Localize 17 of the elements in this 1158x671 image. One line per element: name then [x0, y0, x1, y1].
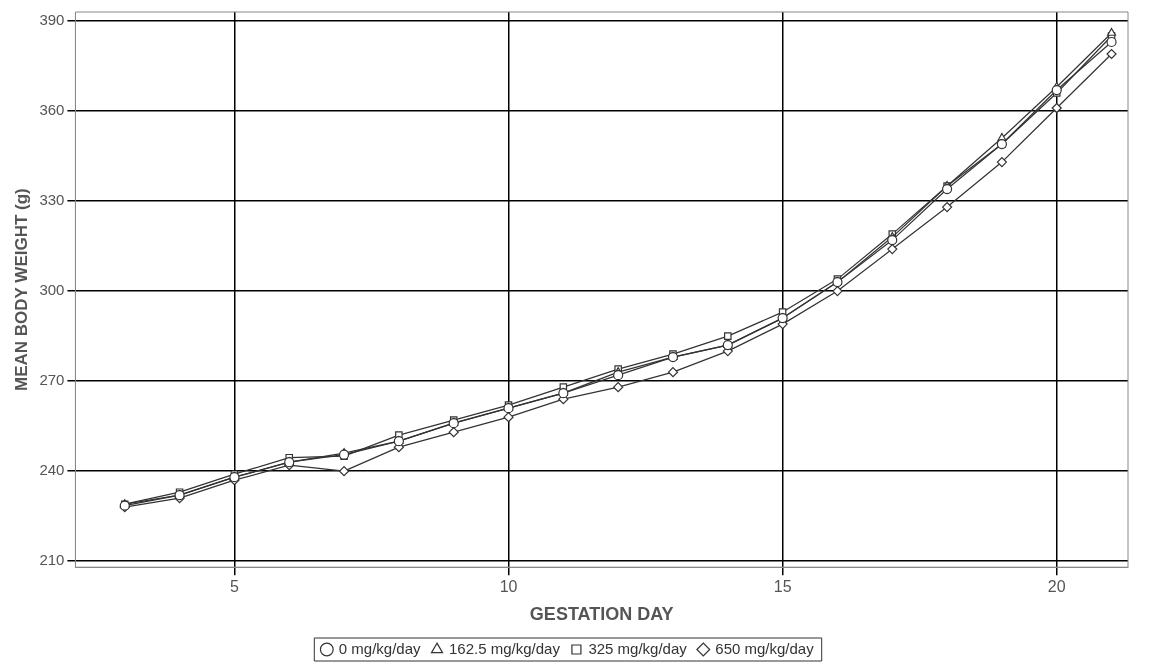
x-tick-label: 15	[773, 578, 792, 596]
x-tick-label: 20	[1047, 578, 1066, 596]
y-tick-label: 300	[39, 281, 65, 299]
y-tick-label: 240	[39, 461, 65, 479]
y-tick-label: 330	[39, 191, 65, 209]
legend-label: 0 mg/kg/day	[338, 639, 422, 657]
y-tick-label: 210	[39, 551, 65, 569]
legend-label: 162.5 mg/kg/day	[449, 639, 561, 657]
y-tick-label: 360	[39, 101, 65, 119]
y-axis-title: MEAN BODY WEIGHT (g)	[11, 188, 31, 391]
y-tick-label: 390	[39, 11, 65, 29]
x-axis-title: GESTATION DAY	[529, 604, 674, 625]
legend-label: 325 mg/kg/day	[588, 639, 688, 657]
y-tick-label: 270	[39, 371, 65, 389]
x-tick-label: 10	[499, 578, 518, 596]
x-tick-label: 5	[229, 578, 239, 596]
legend-label: 650 mg/kg/day	[715, 639, 815, 657]
